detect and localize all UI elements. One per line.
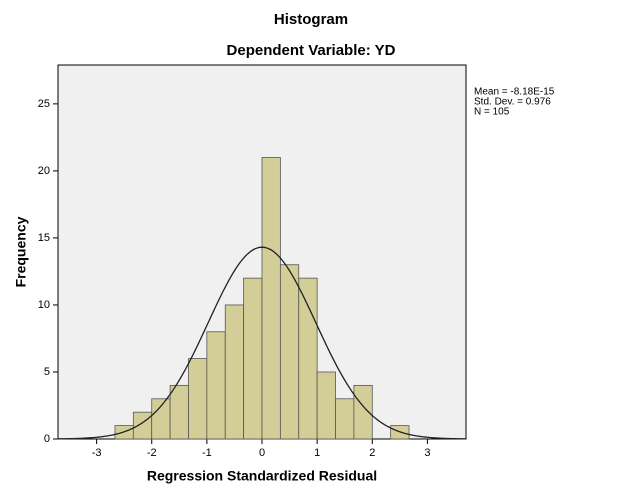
x-tick-label: -2 — [147, 447, 157, 459]
bar — [151, 398, 171, 440]
x-tick-label: -3 — [92, 447, 102, 459]
chart-title: Histogram — [274, 11, 348, 28]
chart-subtitle: Dependent Variable: YD — [227, 42, 396, 59]
x-axis-title: Regression Standardized Residual — [147, 468, 377, 484]
x-tick-label: 1 — [314, 447, 320, 459]
bar — [132, 411, 153, 440]
y-axis-title: Frequency — [13, 216, 29, 287]
x-tick-label: -1 — [202, 447, 212, 459]
x-tick-label: 2 — [369, 447, 375, 459]
bar — [243, 277, 263, 440]
y-tick-label: 0 — [44, 433, 50, 445]
stat-label: Std. Dev. = 0.976 — [474, 97, 551, 108]
bar — [316, 371, 336, 440]
bar — [224, 304, 245, 440]
y-tick-label: 20 — [38, 165, 50, 177]
bar — [335, 398, 355, 440]
normal-curve — [57, 246, 467, 440]
y-tick-label: 5 — [44, 366, 50, 378]
bar — [279, 264, 300, 440]
x-tick-label: 3 — [424, 447, 430, 459]
bar — [298, 277, 318, 440]
bar — [261, 157, 281, 440]
stat-label: Mean = -8.18E-15 — [474, 87, 555, 98]
bar — [353, 384, 373, 440]
y-tick-label: 15 — [38, 232, 50, 244]
stat-label: N = 105 — [474, 107, 510, 118]
y-tick-label: 10 — [38, 299, 50, 311]
y-tick-label: 25 — [38, 98, 50, 110]
x-tick-label: 0 — [259, 447, 265, 459]
bar — [169, 384, 189, 440]
bar — [188, 358, 208, 440]
bar — [206, 331, 226, 440]
